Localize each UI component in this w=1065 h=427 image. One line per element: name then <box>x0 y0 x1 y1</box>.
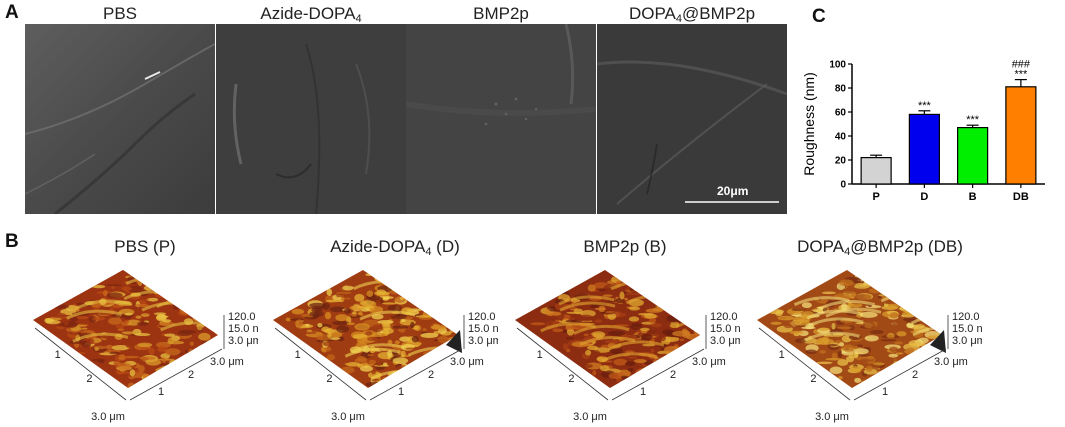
x-tick-label: P <box>872 191 879 203</box>
y-axis-label: Roughness (nm) <box>801 72 817 176</box>
afm-y-tick-label: 2 <box>810 373 816 385</box>
afm-title-p: PBS (P) <box>114 237 176 256</box>
afm-y-tick-label: 1 <box>537 349 543 361</box>
panel-letter-b: B <box>5 231 19 252</box>
afm-z-label: 3.0 μm <box>710 335 740 347</box>
afm-x-axis <box>369 348 463 401</box>
afm-x-tick-label: 2 <box>670 369 676 381</box>
y-tick-label: 100 <box>829 60 846 71</box>
y-tick-label: 20 <box>835 156 847 167</box>
sem-image-dopa-bmp2p: 20μm <box>597 24 787 214</box>
afm-peak <box>446 330 462 353</box>
roughness-bar-chart: Roughness (nm) 0 20 40 60 80 100 P D *** B *** DB ***… <box>801 59 1045 203</box>
sem-title-azide: Azide-DOPA4 <box>260 4 362 25</box>
afm-z-label: 120.0 nm <box>710 311 740 323</box>
y-tick-label: 60 <box>835 108 847 119</box>
afm-x-tick-label: 2 <box>428 369 434 381</box>
sem-title-bmp2p: BMP2p <box>473 4 529 23</box>
afm-x-tick-label: 1 <box>398 386 404 398</box>
afm-z-label: 15.0 nm <box>952 323 982 335</box>
significance-label: *** <box>966 114 980 126</box>
x-tick-label: B <box>969 191 977 203</box>
y-tick-label: 80 <box>835 84 847 95</box>
bar-d <box>908 113 940 185</box>
afm-x-axis <box>853 348 947 401</box>
afm-x-axis <box>129 348 223 401</box>
afm-x-tick-label: 2 <box>188 369 194 381</box>
afm-title-b: BMP2p (B) <box>583 237 667 256</box>
afm-z-label: 120.0 nm <box>228 311 258 323</box>
afm-surface <box>33 270 218 388</box>
afm-y-tick-label: 1 <box>55 349 61 361</box>
afm-y-axis <box>34 327 127 401</box>
afm-corner-label: 3.0 μm <box>815 411 849 423</box>
afm-z-label: 120.0 nm <box>468 311 498 323</box>
afm-x-label: 3.0 μm <box>692 356 726 368</box>
x-tick-label: D <box>920 191 928 203</box>
afm-z-label: 3.0 μm <box>952 335 982 347</box>
afm-z-label: 120.0 nm <box>952 311 982 323</box>
sem-image-bmp2p <box>406 24 596 214</box>
afm-z-label: 3.0 μm <box>468 335 498 347</box>
y-tick-label: 40 <box>835 132 847 143</box>
bar-b <box>957 126 989 185</box>
afm-y-axis <box>758 327 851 401</box>
afm-z-label: 3.0 μm <box>228 335 258 347</box>
afm-peak <box>930 330 946 353</box>
afm-title-db: DOPA4@BMP2p (DB) <box>797 237 963 258</box>
afm-z-label: 15.0 nm <box>710 323 740 335</box>
afm-x-tick-label: 1 <box>158 386 164 398</box>
afm-x-tick-label: 1 <box>640 386 646 398</box>
sem-title-pbs: PBS <box>102 4 138 23</box>
afm-y-tick-label: 1 <box>295 349 301 361</box>
sem-title-dopa-bmp2p: DOPA4@BMP2p <box>628 4 756 25</box>
sem-image-pbs <box>25 24 215 214</box>
afm-y-tick-label: 2 <box>86 373 92 385</box>
afm-z-label: 15.0 nm <box>228 323 258 335</box>
significance-label: *** <box>918 100 932 112</box>
panel-letter-a: A <box>5 2 19 23</box>
afm-title-d: Azide-DOPA4 (D) <box>330 237 460 258</box>
afm-corner-label: 3.0 μm <box>573 411 607 423</box>
afm-y-axis <box>516 327 609 401</box>
afm-x-label: 3.0 μm <box>450 356 484 368</box>
afm-x-axis <box>611 348 705 401</box>
afm-x-tick-label: 2 <box>912 369 918 381</box>
sem-image-azide <box>216 24 406 214</box>
x-tick-label: DB <box>1013 191 1029 203</box>
afm-x-tick-label: 1 <box>882 386 888 398</box>
afm-x-label: 3.0 μm <box>934 356 968 368</box>
bar-db <box>1005 86 1037 185</box>
afm-y-tick-label: 2 <box>326 373 332 385</box>
afm-y-axis <box>274 327 367 401</box>
scale-bar-label: 20μm <box>717 184 748 198</box>
afm-y-tick-label: 1 <box>779 349 785 361</box>
afm-z-label: 15.0 nm <box>468 323 498 335</box>
panel-letter-c: C <box>812 6 826 27</box>
afm-corner-label: 3.0 μm <box>91 411 125 423</box>
afm-corner-label: 3.0 μm <box>331 411 365 423</box>
significance-label-2: ### <box>1012 59 1031 71</box>
afm-y-tick-label: 2 <box>568 373 574 385</box>
y-tick-label: 0 <box>840 180 846 191</box>
bar-p <box>860 156 892 185</box>
afm-x-label: 3.0 μm <box>210 356 244 368</box>
significance-label: *** <box>1014 69 1028 81</box>
